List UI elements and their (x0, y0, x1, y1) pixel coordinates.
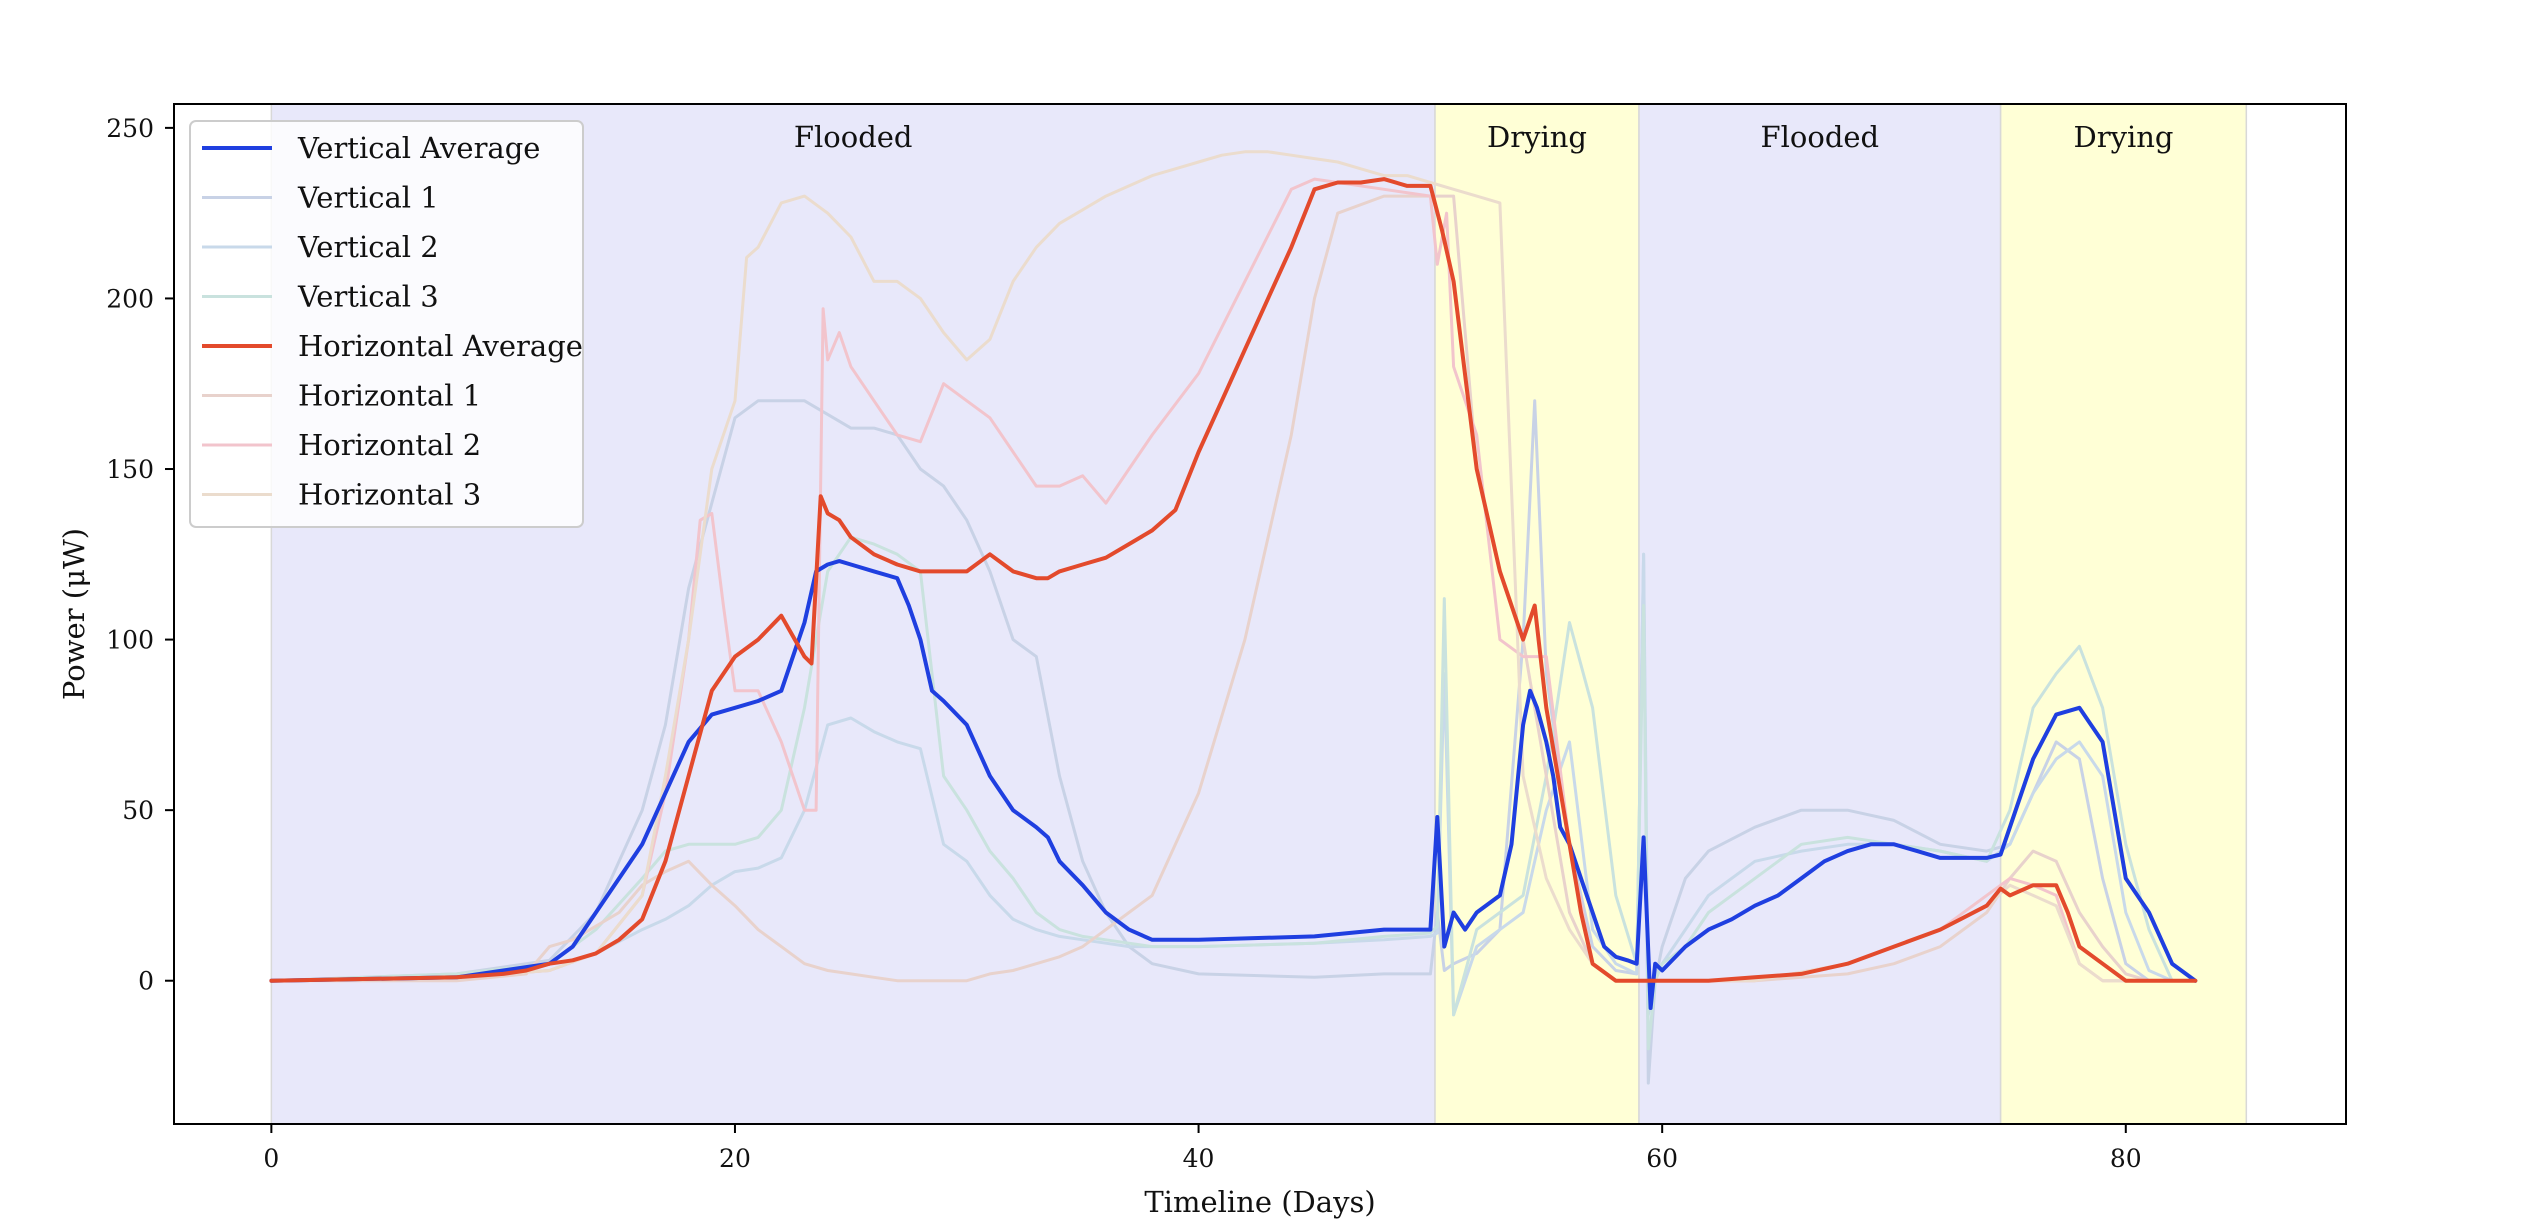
legend-entry: Vertical 1 (297, 181, 439, 215)
legend-entry: Vertical Average (297, 131, 540, 165)
phase-region-label-0: Flooded (794, 120, 913, 154)
y-axis-label: Power (μW) (57, 528, 91, 700)
legend-entry: Horizontal 3 (298, 478, 481, 512)
series-line-horizontal-3 (269, 150, 2128, 983)
series-line-horizontal-average (269, 177, 2198, 983)
legend-entry: Horizontal Average (298, 329, 583, 363)
y-tick-label: 0 (138, 967, 154, 996)
legend: Vertical Average Vertical 1 Vertical 2 Vert… (189, 120, 584, 528)
phase-region-label-3: Drying (2073, 120, 2173, 154)
x-axis-ticks: 0 20 40 60 80 (263, 1124, 2142, 1173)
y-tick-label: 100 (106, 626, 154, 655)
phase-region-label-1: Drying (1487, 120, 1587, 154)
y-tick-label: 200 (106, 284, 154, 313)
y-tick-label: 50 (122, 796, 154, 825)
y-axis-ticks: 0 50 100 150 200 250 (106, 114, 174, 996)
legend-box (189, 120, 584, 528)
y-tick-label: 250 (106, 114, 154, 143)
x-tick-label: 20 (719, 1144, 751, 1173)
legend-entry: Vertical 2 (297, 230, 439, 264)
legend-entry: Horizontal 2 (298, 428, 481, 462)
series-layer (269, 150, 2198, 1085)
series-line-horizontal-1 (269, 194, 2197, 983)
y-tick-label: 150 (106, 455, 154, 484)
series-line-vertical-3 (269, 535, 2197, 1051)
x-tick-label: 40 (1183, 1144, 1215, 1173)
x-tick-label: 0 (263, 1144, 279, 1173)
x-tick-label: 80 (2110, 1144, 2142, 1173)
plot-area-frame (173, 103, 2347, 1125)
legend-entry: Horizontal 1 (298, 379, 481, 413)
series-line-vertical-average (269, 559, 2198, 1010)
x-tick-label: 60 (1646, 1144, 1678, 1173)
x-axis-label: Timeline (Days) (1144, 1185, 1375, 1219)
phase-region-label-2: Flooded (1761, 120, 1880, 154)
legend-entry: Vertical 3 (297, 280, 439, 314)
phase-region-labels: Flooded Drying Flooded Drying (794, 120, 2174, 154)
